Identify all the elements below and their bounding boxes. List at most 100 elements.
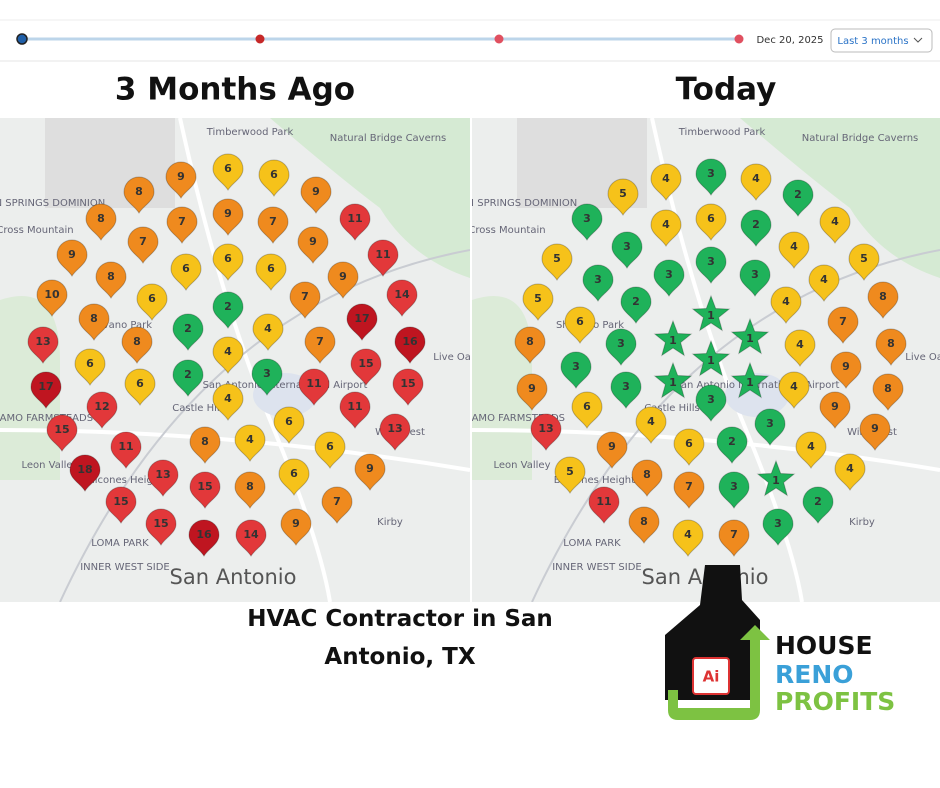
rank-pin: 8: [85, 203, 117, 242]
rank-pin: 3: [695, 158, 727, 197]
rank-marker: [212, 243, 244, 282]
rank-label: 2: [814, 495, 822, 508]
rank-pin: 7: [127, 226, 159, 265]
rank-label: 4: [820, 273, 828, 286]
rank-marker: [770, 286, 802, 325]
rank-pin: 3: [571, 203, 603, 242]
panel-title: 3 Months Ago: [115, 72, 355, 108]
rank-marker: [165, 161, 197, 200]
rank-marker: [754, 408, 786, 447]
map-label: Kirby: [849, 517, 875, 528]
rank-pin: 11: [298, 368, 330, 407]
rank-pin: 16: [188, 519, 220, 558]
timeline-handle[interactable]: [16, 33, 28, 45]
rank-marker: [834, 453, 866, 492]
logo-text: PROFITS: [775, 687, 895, 716]
rank-marker: [95, 261, 127, 300]
rank-label: 9: [177, 170, 185, 183]
rank-marker: [695, 384, 727, 423]
rank-pin: 6: [571, 391, 603, 430]
rank-label: 1: [772, 474, 780, 487]
rank-marker: [189, 471, 221, 510]
rank-pin: 3: [582, 264, 614, 303]
rank-label: 3: [665, 268, 673, 281]
rank-label: 4: [846, 462, 854, 475]
rank-marker: [808, 264, 840, 303]
map-label: Shavano Park: [84, 320, 152, 331]
rank-marker: [350, 348, 382, 387]
rank-label: 8: [97, 212, 105, 225]
rank-pin: 9: [516, 373, 548, 412]
rank-label: 11: [306, 377, 321, 390]
rank-pin: 11: [339, 203, 371, 242]
caption: HVAC Contractor in San Antonio, TX: [247, 606, 553, 670]
map-label: Castle Hills: [644, 403, 699, 414]
rank-marker: [300, 176, 332, 215]
rank-label: 11: [375, 248, 390, 261]
rank-label: 2: [752, 218, 760, 231]
rank-marker: [716, 426, 748, 465]
rank-label: 9: [309, 235, 317, 248]
rank-pin: 2: [172, 313, 204, 352]
timeline-point[interactable]: [255, 34, 265, 44]
map-label: San Antonio: [170, 565, 297, 589]
map-label: Kirby: [377, 517, 403, 528]
timeline-point[interactable]: [734, 34, 744, 44]
rank-label: 2: [184, 322, 192, 335]
rank-marker: [782, 179, 814, 218]
rank-marker: [695, 158, 727, 197]
caption-line: HVAC Contractor in San: [247, 606, 553, 632]
map-label: ALAMO FARMSTEADS: [459, 413, 565, 424]
rank-label: 5: [619, 187, 627, 200]
range-dropdown[interactable]: [830, 28, 933, 53]
rank-pin: 4: [778, 371, 810, 410]
rank-star: [730, 317, 770, 355]
rank-label: 6: [270, 168, 278, 181]
rank-marker: [314, 431, 346, 470]
map-label: ALAMO FARMSTEADS: [0, 413, 93, 424]
rank-pin: 6: [124, 368, 156, 407]
rank-marker: [212, 198, 244, 237]
rank-label: 6: [224, 162, 232, 175]
rank-pin: 9: [830, 351, 862, 390]
rank-marker: [188, 519, 220, 558]
rank-marker: [386, 279, 418, 318]
rank-marker: [530, 413, 562, 452]
range-text[interactable]: Last 3 months: [837, 36, 908, 47]
rank-pin: 3: [718, 471, 750, 510]
rank-marker: [560, 351, 592, 390]
rank-pin: 11: [339, 391, 371, 430]
rank-pin: 3: [762, 508, 794, 547]
timeline-point[interactable]: [494, 34, 504, 44]
rank-pin: 11: [110, 431, 142, 470]
rank-label: 4: [264, 322, 272, 335]
rank-label: 13: [387, 422, 402, 435]
rank-pin: 14: [386, 279, 418, 318]
rank-marker: [354, 453, 386, 492]
rank-label: 14: [243, 528, 259, 541]
rank-pin: 5: [607, 178, 639, 217]
rank-pin: 3: [251, 358, 283, 397]
rank-pin: 2: [212, 291, 244, 330]
map: Timberwood Park Natural Bridge Caverns LEO…: [459, 118, 940, 602]
rank-label: 11: [596, 495, 611, 508]
map-label: Balcones Heights: [82, 475, 169, 486]
rank-pin: 9: [297, 226, 329, 265]
rank-marker: [802, 486, 834, 525]
rank-pin: 4: [808, 264, 840, 303]
rank-pin: 4: [252, 313, 284, 352]
rank-marker: [298, 368, 330, 407]
rank-pin: 8: [78, 303, 110, 342]
rank-label: 2: [224, 300, 232, 313]
rank-label: 10: [44, 288, 60, 301]
rank-label: 17: [38, 380, 53, 393]
rank-label: 8: [884, 382, 892, 395]
rank-pin: 4: [770, 286, 802, 325]
map-label: INNER WEST SIDE: [552, 562, 642, 573]
rank-marker: [514, 326, 546, 365]
map-label: LOMA PARK: [91, 538, 149, 549]
rank-marker: [105, 486, 137, 525]
rank-marker: [673, 428, 705, 467]
rank-label: 17: [354, 312, 369, 325]
rank-pin: 15: [392, 368, 424, 407]
